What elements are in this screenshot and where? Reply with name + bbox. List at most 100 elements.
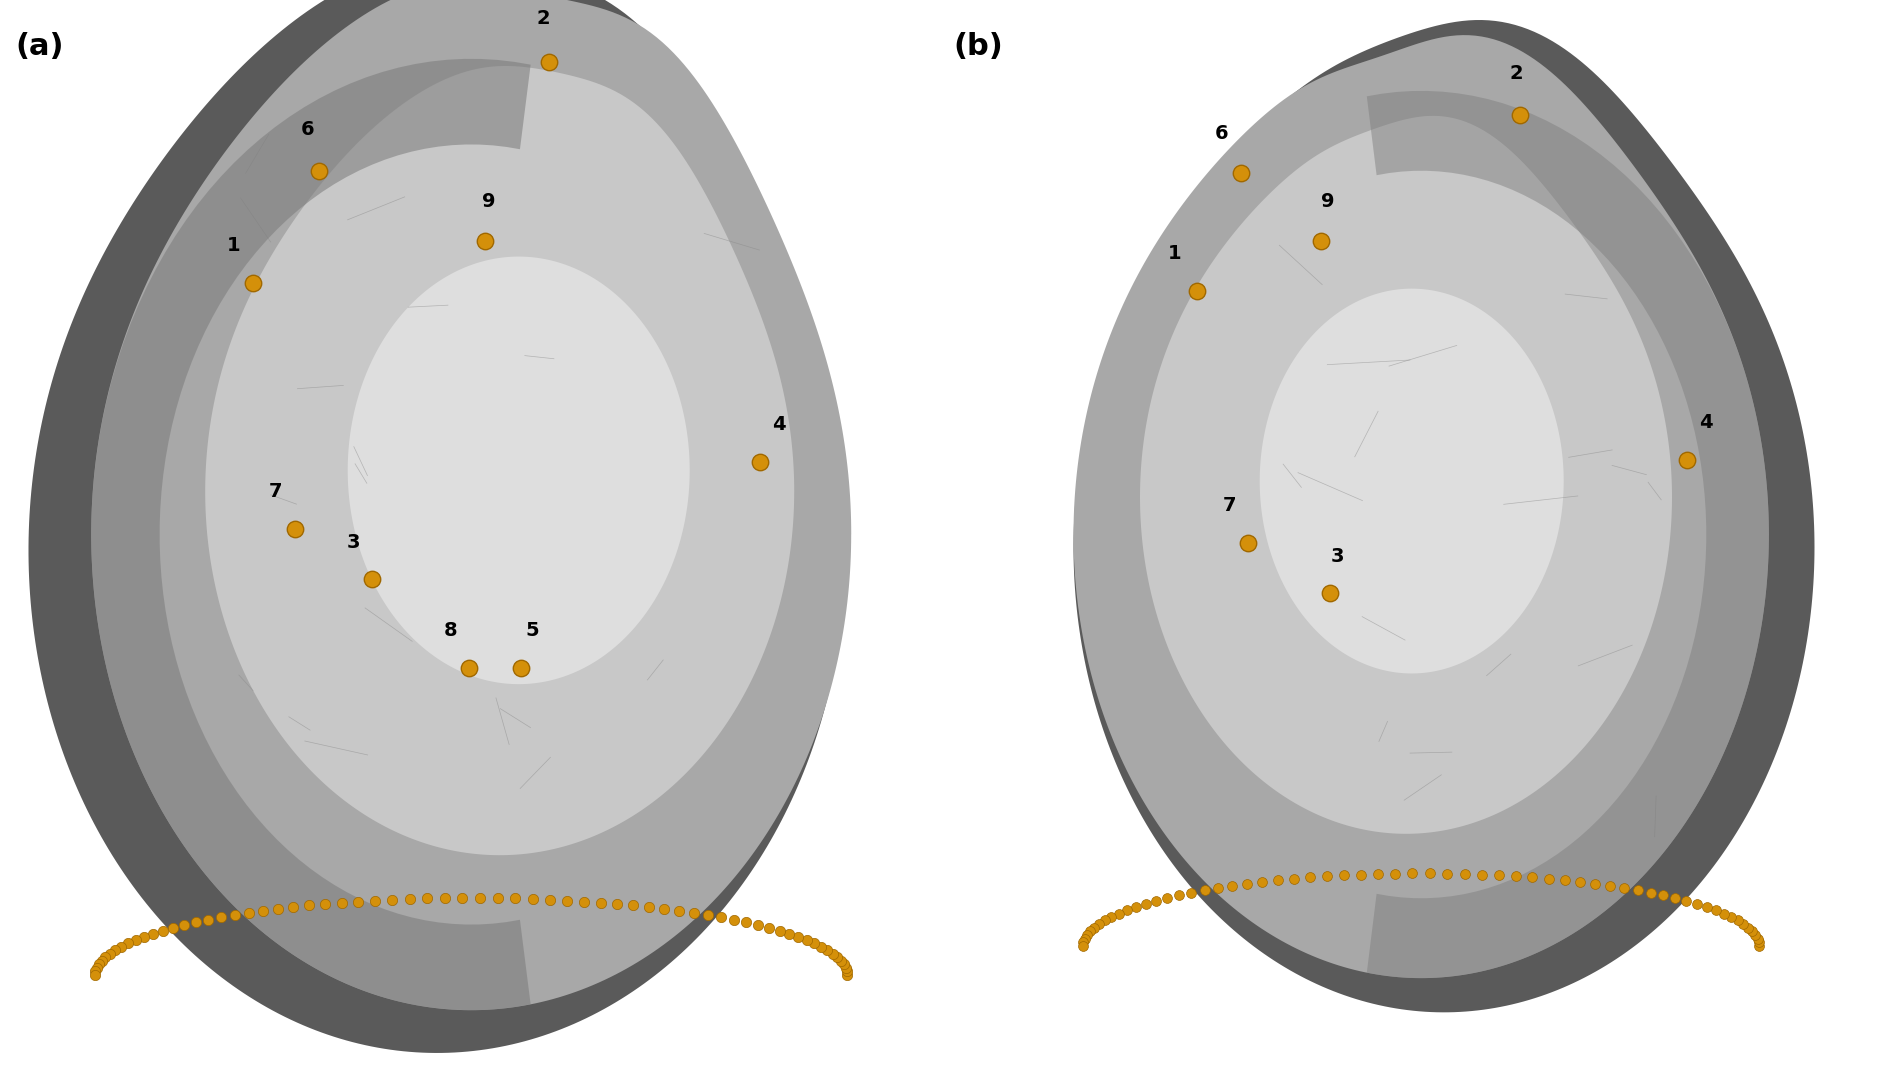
Point xyxy=(1104,905,1134,923)
Polygon shape xyxy=(1140,115,1672,834)
Point xyxy=(446,889,477,907)
Point xyxy=(327,894,357,911)
Point xyxy=(517,890,547,908)
Point xyxy=(745,453,775,470)
Point xyxy=(1246,873,1277,890)
Point xyxy=(279,521,310,538)
Point xyxy=(1744,938,1775,955)
Point xyxy=(635,899,665,916)
Point xyxy=(1079,919,1110,936)
Point xyxy=(1231,876,1262,893)
Point xyxy=(1328,867,1358,884)
Point xyxy=(361,892,391,909)
Point xyxy=(764,923,794,940)
Point xyxy=(247,902,277,919)
Point xyxy=(1733,919,1763,936)
Point xyxy=(169,916,200,933)
Point xyxy=(830,959,861,976)
Point xyxy=(707,909,737,926)
Point xyxy=(1070,930,1100,947)
Point xyxy=(469,232,500,249)
Point xyxy=(304,162,334,180)
Point xyxy=(1594,878,1624,895)
Point xyxy=(466,889,496,907)
Point xyxy=(743,916,773,933)
Point xyxy=(783,928,813,945)
Point xyxy=(80,966,110,983)
Point xyxy=(1744,933,1775,950)
Point xyxy=(811,942,842,959)
Point xyxy=(1305,232,1336,249)
Point xyxy=(773,926,804,943)
Point xyxy=(139,926,169,943)
Point xyxy=(792,931,823,948)
Point xyxy=(1691,899,1721,916)
Point xyxy=(585,894,616,911)
Polygon shape xyxy=(1260,289,1564,673)
Point xyxy=(551,892,581,909)
Point xyxy=(1075,923,1106,940)
Point xyxy=(86,952,116,970)
Point xyxy=(344,893,374,910)
Point xyxy=(357,571,388,588)
Point xyxy=(832,966,863,983)
Point xyxy=(106,939,137,956)
Text: 7: 7 xyxy=(268,482,283,501)
Point xyxy=(277,899,308,916)
Point xyxy=(1682,896,1712,913)
Text: (a): (a) xyxy=(15,32,65,61)
Text: (b): (b) xyxy=(954,32,1003,61)
Point xyxy=(1233,534,1264,552)
Point xyxy=(500,889,530,907)
Point xyxy=(1729,915,1759,932)
Point xyxy=(1700,902,1731,919)
Point xyxy=(1484,867,1514,884)
Point xyxy=(82,959,112,976)
Point xyxy=(665,902,695,919)
Point xyxy=(1516,869,1547,886)
Point xyxy=(1112,902,1142,919)
Polygon shape xyxy=(1074,20,1814,1012)
Point xyxy=(534,892,564,909)
Point xyxy=(1345,866,1376,883)
Point xyxy=(1176,884,1206,901)
Point xyxy=(262,900,293,917)
Point xyxy=(1672,893,1702,910)
Point xyxy=(1416,865,1446,882)
Polygon shape xyxy=(1366,91,1769,978)
Point xyxy=(832,963,863,980)
Point xyxy=(310,896,340,913)
Point xyxy=(1467,866,1497,883)
Point xyxy=(220,907,251,924)
Polygon shape xyxy=(205,66,794,855)
Point xyxy=(1182,282,1212,299)
Point xyxy=(429,889,460,907)
Point xyxy=(1226,165,1256,182)
Point xyxy=(1362,866,1393,883)
Point xyxy=(1083,915,1113,932)
Point xyxy=(1296,869,1326,886)
Point xyxy=(378,892,408,909)
Point xyxy=(1501,868,1531,885)
Point xyxy=(1096,909,1127,926)
Point xyxy=(1581,876,1611,893)
Text: 1: 1 xyxy=(226,236,241,255)
Text: 6: 6 xyxy=(300,120,315,139)
Point xyxy=(718,911,749,928)
Point xyxy=(1533,870,1564,887)
Point xyxy=(120,931,150,948)
Text: 3: 3 xyxy=(1330,546,1345,566)
Point xyxy=(732,914,762,931)
Point xyxy=(194,911,224,928)
Point xyxy=(806,939,836,956)
Point xyxy=(602,896,633,913)
Text: 5: 5 xyxy=(524,621,540,640)
Point xyxy=(618,897,648,914)
Point xyxy=(1279,870,1309,887)
Point xyxy=(826,952,857,970)
Point xyxy=(89,948,120,965)
Point xyxy=(1672,451,1702,468)
Point xyxy=(1315,585,1345,602)
Point xyxy=(1203,880,1233,897)
Point xyxy=(817,945,847,962)
